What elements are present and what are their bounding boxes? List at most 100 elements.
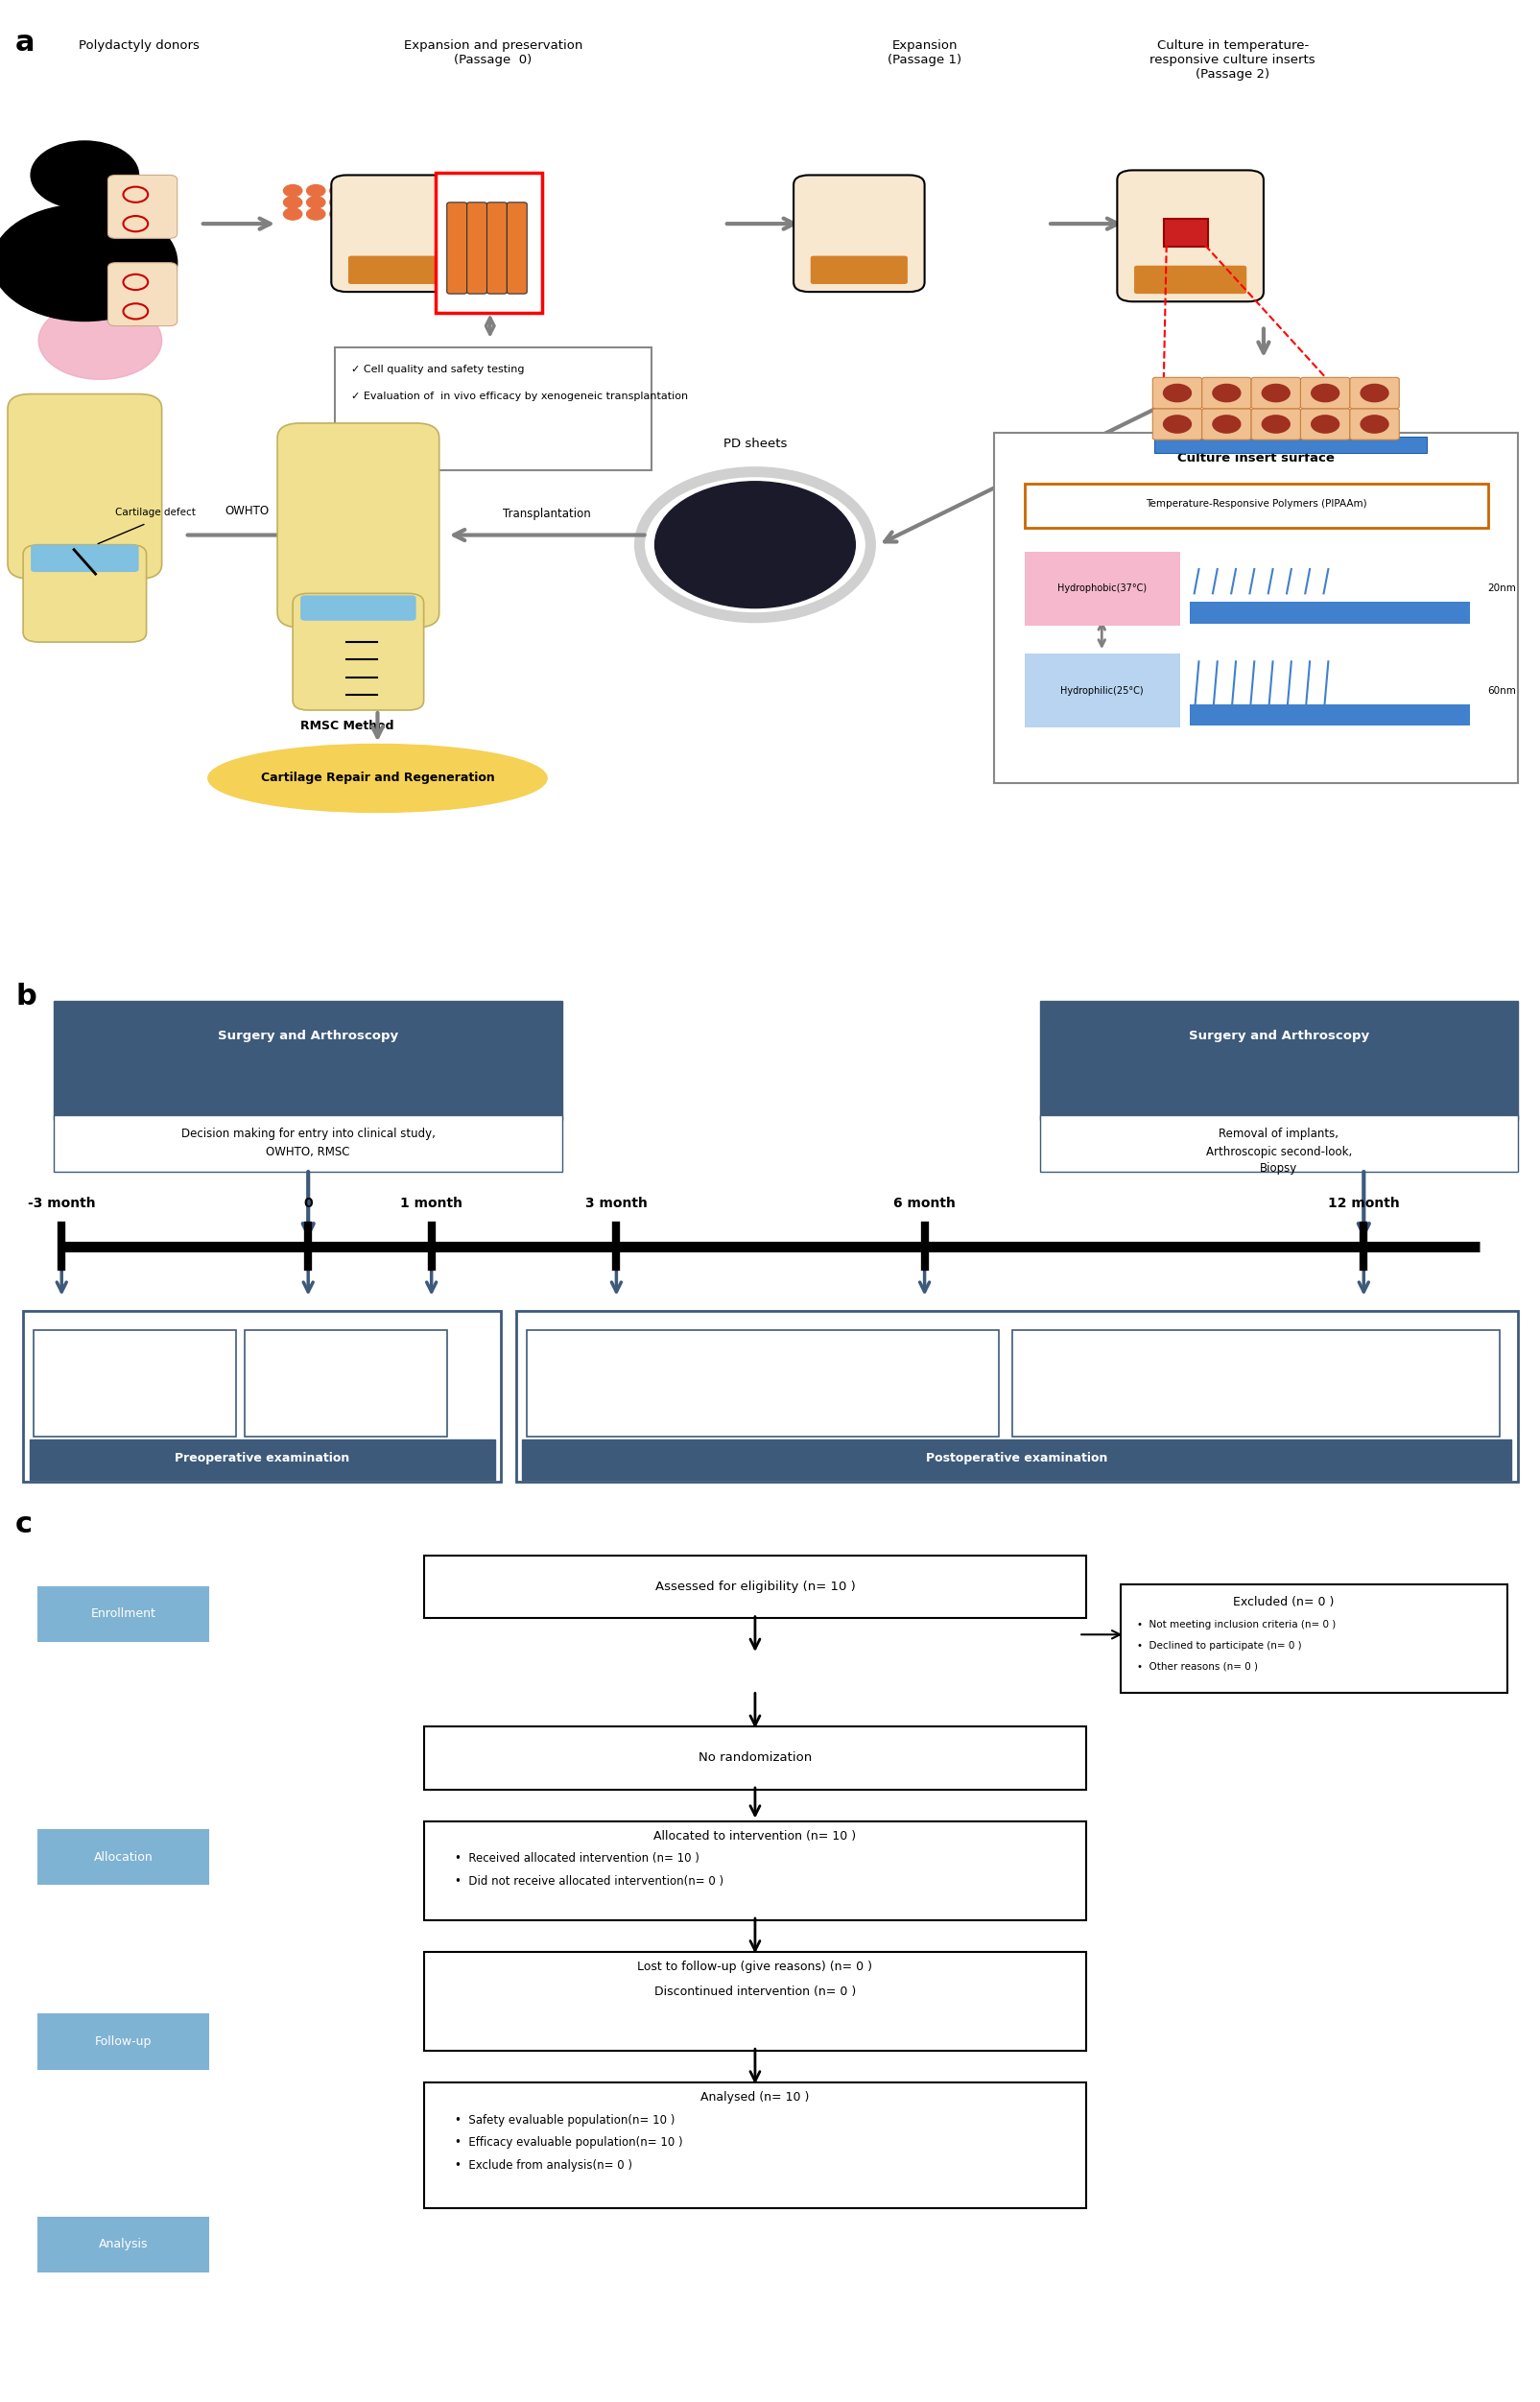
Text: Surgery and Arthroscopy: Surgery and Arthroscopy	[1187, 1030, 1369, 1042]
Circle shape	[1163, 416, 1190, 432]
Circle shape	[330, 185, 348, 197]
Text: Hydrophobic(37°C): Hydrophobic(37°C)	[1056, 584, 1146, 593]
Text: Lost to follow-up (give reasons) (n= 0 ): Lost to follow-up (give reasons) (n= 0 )	[638, 1960, 872, 1972]
FancyBboxPatch shape	[467, 202, 487, 293]
FancyBboxPatch shape	[1152, 408, 1201, 440]
Text: Enrollment: Enrollment	[91, 1607, 156, 1619]
FancyBboxPatch shape	[527, 1331, 998, 1436]
Text: Removal of implants,: Removal of implants,	[1218, 1129, 1338, 1141]
FancyBboxPatch shape	[1040, 1002, 1517, 1119]
Text: Temperature-Responsive Polymers (PIPAAm): Temperature-Responsive Polymers (PIPAAm)	[1144, 500, 1366, 509]
FancyBboxPatch shape	[810, 257, 907, 283]
Text: •  Other reasons (n= 0 ): • Other reasons (n= 0 )	[1137, 1662, 1257, 1672]
Text: •  Not meeting inclusion criteria (n= 0 ): • Not meeting inclusion criteria (n= 0 )	[1137, 1619, 1335, 1629]
Circle shape	[283, 197, 302, 209]
Text: Analysis: Analysis	[99, 2239, 148, 2251]
FancyBboxPatch shape	[424, 1556, 1086, 1619]
Text: OWHTO: OWHTO	[225, 504, 268, 516]
Text: Histological evaluation: Histological evaluation	[1190, 1376, 1320, 1388]
Circle shape	[306, 197, 325, 209]
Text: •  Received allocated intervention (n= 10 ): • Received allocated intervention (n= 10…	[454, 1852, 699, 1864]
Text: PD sheets: PD sheets	[722, 437, 787, 449]
Circle shape	[1311, 416, 1338, 432]
Text: KOOS, LKS,: KOOS, LKS,	[103, 1348, 165, 1360]
Text: Surgery and Arthroscopy: Surgery and Arthroscopy	[217, 1030, 399, 1042]
Text: 20nm: 20nm	[1486, 584, 1515, 593]
Text: ✓ Cell quality and safety testing: ✓ Cell quality and safety testing	[351, 365, 524, 375]
FancyBboxPatch shape	[1250, 377, 1300, 408]
FancyBboxPatch shape	[424, 2083, 1086, 2207]
Text: Discontinued intervention (n= 0 ): Discontinued intervention (n= 0 )	[654, 1986, 855, 1998]
FancyBboxPatch shape	[293, 593, 424, 711]
Circle shape	[1212, 416, 1240, 432]
FancyBboxPatch shape	[1024, 552, 1180, 625]
Circle shape	[1261, 416, 1289, 432]
Text: Biopsy: Biopsy	[1260, 1163, 1297, 1175]
FancyBboxPatch shape	[1250, 408, 1300, 440]
FancyBboxPatch shape	[993, 432, 1517, 783]
FancyBboxPatch shape	[300, 596, 416, 620]
Text: -3 month: -3 month	[28, 1196, 95, 1211]
FancyBboxPatch shape	[1120, 1585, 1506, 1693]
Text: •  Safety evaluable population(n= 10 ): • Safety evaluable population(n= 10 )	[454, 2114, 675, 2126]
Text: Cartilage defect: Cartilage defect	[116, 507, 196, 516]
FancyBboxPatch shape	[1024, 483, 1488, 528]
FancyBboxPatch shape	[1152, 377, 1201, 408]
Text: •  Exclude from analysis(n= 0 ): • Exclude from analysis(n= 0 )	[454, 2159, 631, 2171]
Text: •  Declined to participate (n= 0 ): • Declined to participate (n= 0 )	[1137, 1641, 1301, 1650]
FancyBboxPatch shape	[436, 173, 542, 312]
FancyBboxPatch shape	[23, 545, 146, 641]
FancyBboxPatch shape	[8, 394, 162, 579]
Text: Expansion
(Passage 1): Expansion (Passage 1)	[887, 38, 961, 65]
FancyBboxPatch shape	[1024, 653, 1180, 728]
FancyBboxPatch shape	[54, 1002, 562, 1119]
FancyBboxPatch shape	[34, 1331, 236, 1436]
FancyBboxPatch shape	[1040, 1115, 1517, 1172]
Text: KOOS, LKS, X-ray, MRI,: KOOS, LKS, X-ray, MRI,	[1192, 1364, 1318, 1376]
FancyBboxPatch shape	[522, 1439, 1511, 1480]
Text: 3 month: 3 month	[585, 1196, 647, 1211]
FancyBboxPatch shape	[348, 257, 445, 283]
FancyBboxPatch shape	[108, 262, 177, 327]
Text: •  Did not receive allocated intervention(n= 0 ): • Did not receive allocated intervention…	[454, 1876, 722, 1888]
Text: 6 month: 6 month	[893, 1196, 955, 1211]
Text: •  Efficacy evaluable population(n= 10 ): • Efficacy evaluable population(n= 10 )	[454, 2135, 682, 2150]
Text: 12 month: 12 month	[1327, 1196, 1398, 1211]
FancyBboxPatch shape	[424, 1727, 1086, 1789]
Text: Postoperative examination: Postoperative examination	[926, 1453, 1107, 1465]
Text: Culture insert surface: Culture insert surface	[1177, 452, 1334, 466]
Circle shape	[1163, 384, 1190, 401]
FancyBboxPatch shape	[1163, 219, 1207, 247]
Text: Excluded (n= 0 ): Excluded (n= 0 )	[1232, 1595, 1334, 1609]
Circle shape	[283, 209, 302, 221]
Circle shape	[330, 209, 348, 221]
Circle shape	[31, 142, 139, 209]
FancyBboxPatch shape	[331, 175, 462, 293]
FancyBboxPatch shape	[277, 423, 439, 627]
Text: Polydactyly donors: Polydactyly donors	[79, 38, 199, 50]
Text: Allocation: Allocation	[94, 1852, 152, 1864]
Text: Culture in temperature-
responsive culture inserts
(Passage 2): Culture in temperature- responsive cultu…	[1149, 38, 1315, 79]
FancyBboxPatch shape	[334, 348, 651, 471]
FancyBboxPatch shape	[1189, 603, 1469, 625]
Text: Hydrophilic(25°C): Hydrophilic(25°C)	[1060, 687, 1143, 697]
Text: OWHTO, RMSC: OWHTO, RMSC	[266, 1146, 350, 1158]
Text: Follow-up: Follow-up	[95, 2034, 151, 2049]
Text: Decision making for entry into clinical study,: Decision making for entry into clinical …	[182, 1129, 434, 1141]
FancyBboxPatch shape	[447, 202, 467, 293]
Text: Preoperative examination: Preoperative examination	[174, 1453, 350, 1465]
FancyBboxPatch shape	[1201, 408, 1250, 440]
FancyBboxPatch shape	[31, 545, 139, 572]
Circle shape	[1360, 384, 1388, 401]
Circle shape	[283, 185, 302, 197]
Text: Expansion and preservation
(Passage  0): Expansion and preservation (Passage 0)	[403, 38, 582, 65]
FancyBboxPatch shape	[38, 2015, 208, 2068]
Text: LIPA: LIPA	[334, 1348, 359, 1360]
Text: Osteoarthritis
of the Knee: Osteoarthritis of the Knee	[38, 584, 131, 610]
Text: c: c	[15, 1511, 32, 1537]
Text: Assessed for eligibility (n= 10 ): Assessed for eligibility (n= 10 )	[654, 1581, 855, 1593]
Text: 1 month: 1 month	[400, 1196, 462, 1211]
Text: Arthroscopic second-look,: Arthroscopic second-look,	[1206, 1146, 1351, 1158]
Circle shape	[330, 197, 348, 209]
Circle shape	[1311, 384, 1338, 401]
